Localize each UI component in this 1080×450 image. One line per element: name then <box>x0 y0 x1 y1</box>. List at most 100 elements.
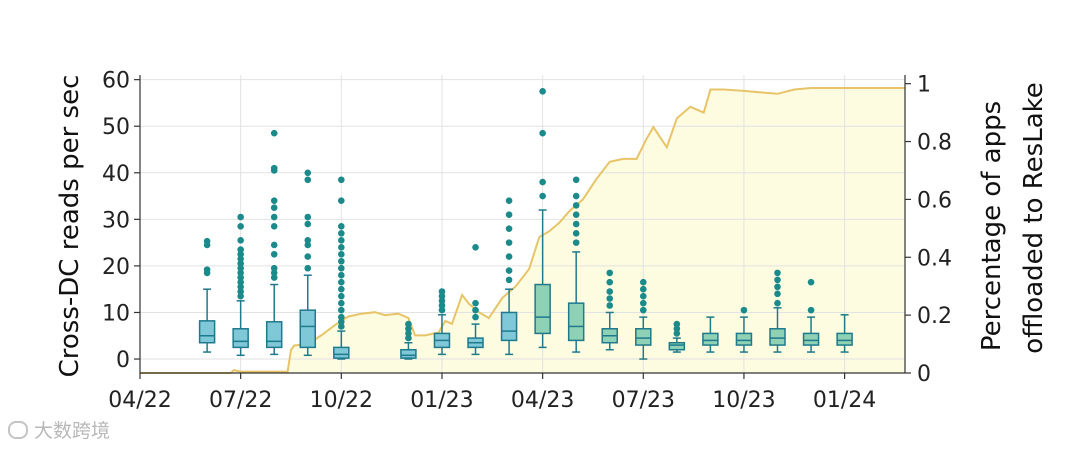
box-6 <box>433 288 451 356</box>
box-body <box>735 332 753 346</box>
box-outlier <box>338 236 345 244</box>
right-axis-label-line-1: Percentage of apps <box>977 101 1007 351</box>
left-tick-label: 60 <box>102 69 130 94</box>
box-body <box>198 320 216 344</box>
x-tick-label: 04/23 <box>511 388 574 413</box>
box-18 <box>836 314 853 353</box>
box-10 <box>567 176 585 353</box>
box-outlier <box>304 220 312 228</box>
box-outlier <box>338 197 345 205</box>
box-outlier <box>572 220 580 228</box>
box-outlier <box>237 260 244 267</box>
left-tick-label: 20 <box>102 255 130 280</box>
box-outlier <box>505 267 513 274</box>
box-body <box>232 328 249 349</box>
box-body <box>534 283 551 335</box>
left-tick-label: 0 <box>116 348 130 373</box>
box-outlier <box>405 330 412 337</box>
offload-area-layer <box>140 88 905 373</box>
box-outlier <box>237 274 244 281</box>
box-outlier <box>237 223 244 230</box>
box-outlier <box>405 334 412 342</box>
box-body <box>668 341 686 351</box>
box-outlier <box>807 306 815 314</box>
left-tick-label: 50 <box>102 115 130 140</box>
box-1 <box>232 213 249 357</box>
box-outlier <box>270 129 278 137</box>
box-body <box>836 332 853 346</box>
box-body <box>802 332 820 346</box>
x-tick-label: 10/22 <box>310 388 373 413</box>
box-outlier <box>304 213 312 221</box>
box-4 <box>333 176 350 360</box>
axes-layer: 0 10 20 30 40 50 60 0 0.2 0.4 0.6 0.8 1 04/22 07/22 10/… <box>102 69 952 413</box>
box-outlier <box>338 243 345 251</box>
box-outlier <box>237 213 244 221</box>
box-outlier <box>270 241 278 249</box>
boxplot-layer <box>198 87 853 360</box>
box-outlier <box>270 269 278 277</box>
box-outlier <box>438 306 446 314</box>
box-outlier <box>338 176 345 184</box>
box-outlier <box>539 87 546 95</box>
box-outlier <box>472 299 479 307</box>
left-tick-label: 30 <box>102 208 130 233</box>
box-outlier <box>572 239 580 246</box>
box-outlier <box>505 197 513 205</box>
box-outlier <box>304 241 312 249</box>
box-outlier <box>270 197 278 205</box>
box-outlier <box>338 250 345 258</box>
box-outlier <box>572 211 580 218</box>
box-body <box>702 332 719 346</box>
box-outlier <box>606 295 614 302</box>
right-tick-label: 0.2 <box>917 304 952 329</box>
box-outlier <box>237 292 244 300</box>
box-body <box>635 328 652 346</box>
box-outlier <box>270 204 278 212</box>
box-5 <box>400 320 417 360</box>
box-outlier <box>338 257 345 265</box>
box-0 <box>198 237 216 353</box>
box-outlier <box>539 178 546 186</box>
box-outlier <box>338 299 345 307</box>
box-outlier <box>572 192 580 200</box>
box-2 <box>265 129 283 356</box>
box-outlier <box>237 278 244 286</box>
box-outlier <box>203 266 211 273</box>
box-body <box>333 346 350 359</box>
box-outlier <box>774 290 781 298</box>
box-outlier <box>237 255 244 263</box>
box-outlier <box>673 320 681 328</box>
box-outlier <box>270 250 278 258</box>
box-outlier <box>606 278 614 286</box>
box-12 <box>635 278 652 360</box>
box-outlier <box>237 283 244 291</box>
x-tick-label: 07/22 <box>209 388 272 413</box>
box-outlier <box>338 323 345 330</box>
box-16 <box>769 269 786 353</box>
box-outlier <box>237 236 244 244</box>
right-tick-label: 0.8 <box>917 131 952 156</box>
box-outlier <box>472 313 479 321</box>
box-outlier <box>304 264 312 272</box>
box-17 <box>802 278 820 353</box>
box-outlier <box>438 288 446 295</box>
box-outlier <box>405 320 412 328</box>
box-body <box>567 302 585 342</box>
box-outlier <box>539 192 546 200</box>
right-tick-label: 1 <box>917 73 931 98</box>
box-outlier <box>338 230 345 237</box>
box-outlier <box>338 292 345 300</box>
box-outlier <box>774 283 781 291</box>
box-outlier <box>270 274 278 281</box>
watermark-logo-icon <box>8 421 28 439</box>
box-outlier <box>505 239 513 246</box>
box-outlier <box>606 302 614 309</box>
right-tick-label: 0.6 <box>917 188 952 213</box>
box-outlier <box>572 176 580 184</box>
box-outlier <box>270 213 278 221</box>
box-outlier <box>807 278 815 286</box>
box-8 <box>500 197 518 356</box>
box-13 <box>668 320 686 353</box>
